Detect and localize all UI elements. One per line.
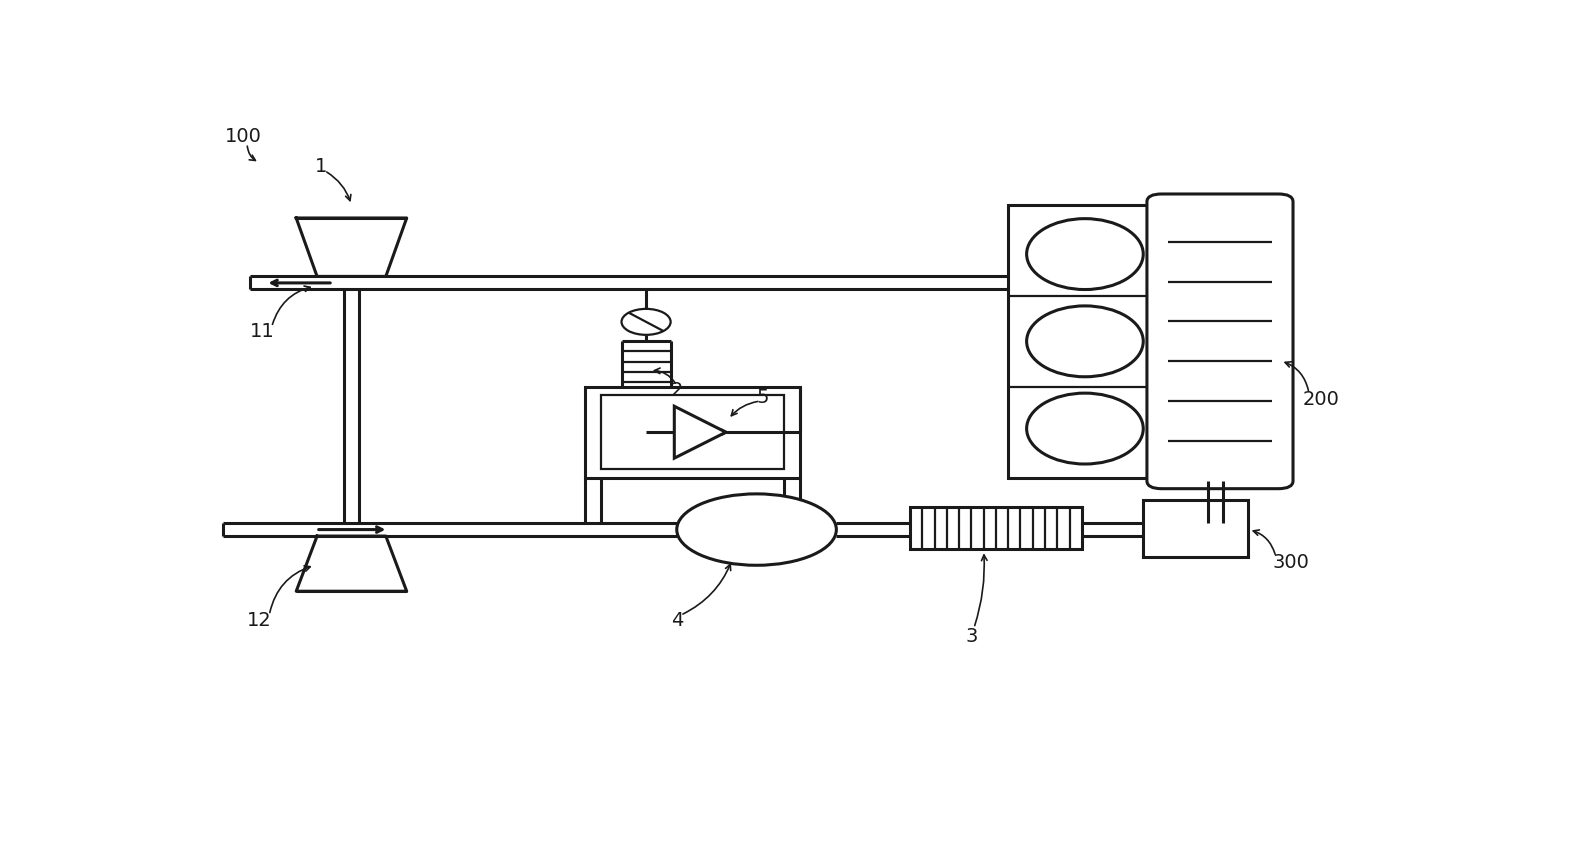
Ellipse shape bbox=[1026, 393, 1144, 464]
Text: 12: 12 bbox=[247, 611, 272, 630]
Text: 11: 11 bbox=[250, 322, 274, 341]
Text: 300: 300 bbox=[1272, 552, 1308, 572]
Text: 2: 2 bbox=[670, 380, 683, 400]
Text: 4: 4 bbox=[670, 611, 683, 630]
Bar bbox=[600, 395, 784, 470]
Text: 5: 5 bbox=[757, 389, 770, 407]
Text: 3: 3 bbox=[965, 627, 977, 647]
Bar bbox=[1009, 205, 1161, 478]
Ellipse shape bbox=[1026, 218, 1144, 289]
FancyBboxPatch shape bbox=[1147, 194, 1293, 489]
Text: 1: 1 bbox=[315, 157, 326, 175]
Text: 100: 100 bbox=[225, 127, 261, 147]
Bar bbox=[911, 507, 1082, 549]
Bar bbox=[584, 387, 800, 478]
Polygon shape bbox=[675, 406, 725, 458]
Ellipse shape bbox=[676, 494, 836, 566]
Bar bbox=[1144, 501, 1248, 557]
Ellipse shape bbox=[1026, 306, 1144, 377]
Text: 200: 200 bbox=[1304, 390, 1340, 409]
